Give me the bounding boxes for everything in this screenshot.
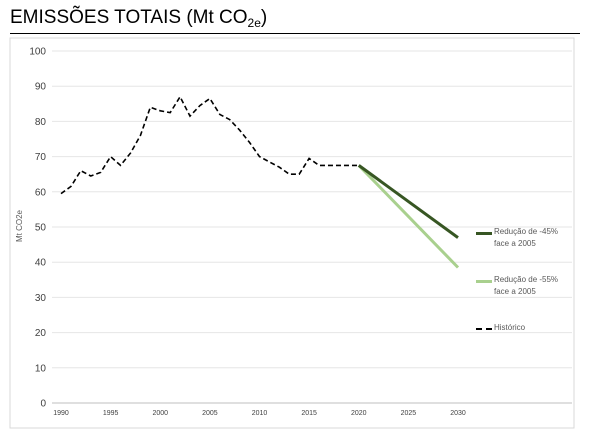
y-tick-label-10: 10 bbox=[35, 363, 47, 374]
legend: Redução de -45% face a 2005 Redução de -… bbox=[476, 226, 586, 370]
x-tick-label-2015: 2015 bbox=[301, 410, 317, 417]
chart-title: EMISSÕES TOTAIS (Mt CO2e) bbox=[10, 6, 267, 35]
x-tick-label-1990: 1990 bbox=[53, 410, 69, 417]
title-rule bbox=[10, 33, 580, 34]
series-line-2 bbox=[60, 95, 359, 195]
y-tick-label-30: 30 bbox=[35, 293, 47, 304]
legend-item-historico: Histórico bbox=[476, 322, 586, 370]
y-tick-label-90: 90 bbox=[35, 82, 47, 93]
x-tick-label-2005: 2005 bbox=[202, 410, 218, 417]
title-main: EMISSÕES TOTAIS (Mt CO bbox=[10, 7, 248, 28]
legend-label-55: Redução de -55% face a 2005 bbox=[494, 275, 559, 296]
y-tick-label-60: 60 bbox=[35, 187, 47, 198]
title-subscript: 2e bbox=[247, 16, 261, 30]
x-tick-label-1995: 1995 bbox=[103, 410, 119, 417]
x-tick-label-2000: 2000 bbox=[152, 410, 168, 417]
legend-item-45: Redução de -45% face a 2005 bbox=[476, 226, 586, 274]
title-end: ) bbox=[260, 7, 268, 28]
y-axis-label: Mt CO2e bbox=[15, 209, 24, 242]
x-tick-label-2020: 2020 bbox=[351, 410, 367, 417]
series-line-0 bbox=[357, 164, 459, 239]
y-tick-label-80: 80 bbox=[35, 117, 47, 128]
y-tick-label-100: 100 bbox=[29, 47, 46, 58]
legend-swatch-55 bbox=[476, 280, 492, 283]
y-tick-label-70: 70 bbox=[35, 152, 47, 163]
legend-swatch-45 bbox=[476, 232, 492, 235]
x-tick-label-2010: 2010 bbox=[252, 410, 268, 417]
y-tick-label-50: 50 bbox=[35, 223, 47, 234]
series-line-1 bbox=[357, 164, 460, 269]
x-tick-label-2030: 2030 bbox=[450, 410, 466, 417]
y-tick-label-40: 40 bbox=[35, 258, 47, 269]
legend-label-45: Redução de -45% face a 2005 bbox=[494, 227, 559, 248]
y-tick-label-20: 20 bbox=[35, 328, 47, 339]
y-tick-label-0: 0 bbox=[40, 399, 46, 410]
legend-item-55: Redução de -55% face a 2005 bbox=[476, 274, 586, 322]
x-tick-label-2025: 2025 bbox=[401, 410, 417, 417]
legend-swatch-historico bbox=[476, 328, 492, 330]
plot-area-border bbox=[9, 37, 575, 429]
legend-label-historico: Histórico bbox=[494, 323, 526, 332]
